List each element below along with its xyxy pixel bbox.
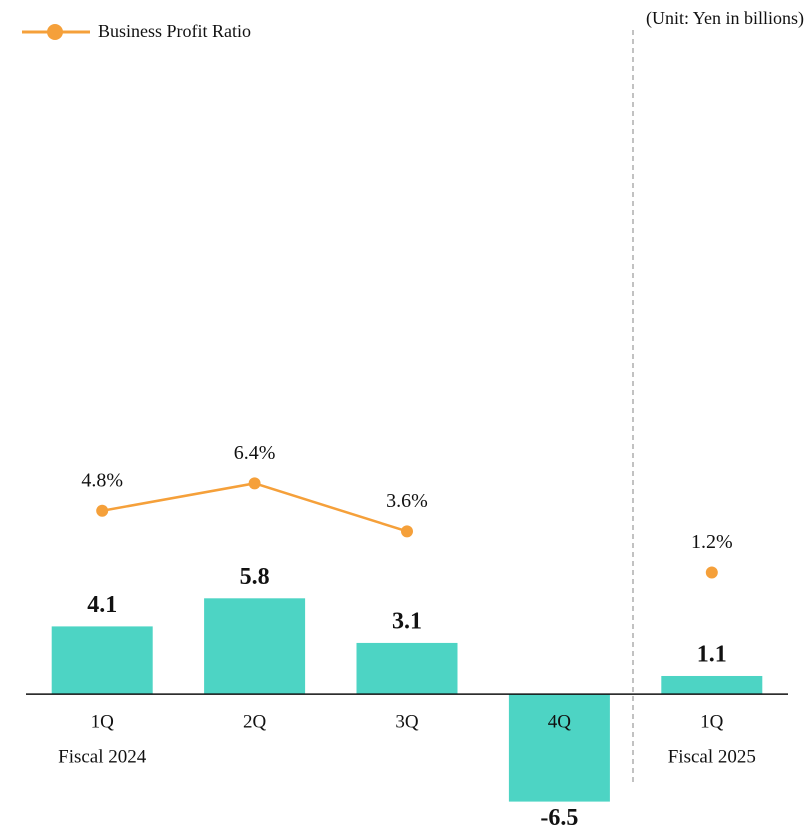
bar	[51, 626, 153, 695]
bar-value-label: 5.8	[240, 564, 270, 590]
x-tick-label: 2Q	[243, 711, 267, 732]
unit-note: (Unit: Yen in billions)	[646, 8, 804, 29]
bar	[661, 675, 763, 695]
x-tick-label: 1Q	[700, 711, 724, 732]
bar	[508, 694, 610, 802]
bar-value-label: -6.5	[540, 805, 578, 831]
bar	[356, 642, 458, 695]
ratio-point	[96, 504, 109, 517]
bar-value-label: 3.1	[392, 608, 422, 634]
ratio-value-label: 3.6%	[386, 490, 428, 512]
ratio-point	[248, 477, 261, 490]
ratio-line	[101, 482, 408, 533]
ratio-value-label: 4.8%	[81, 469, 123, 491]
bar-value-label: 4.1	[87, 592, 117, 618]
group-label: Fiscal 2025	[668, 746, 756, 767]
ratio-value-label: 1.2%	[691, 531, 733, 553]
ratio-value-label: 6.4%	[234, 442, 276, 464]
ratio-point	[705, 566, 718, 579]
legend-label: Business Profit Ratio	[98, 21, 251, 41]
ratio-point	[401, 525, 413, 538]
x-tick-label: 3Q	[395, 711, 419, 732]
x-tick-label: 4Q	[548, 711, 572, 732]
x-tick-label: 1Q	[91, 711, 115, 732]
bar-value-label: 1.1	[697, 641, 727, 667]
group-label: Fiscal 2024	[58, 746, 147, 767]
legend-marker	[47, 24, 63, 40]
bar	[204, 598, 306, 695]
